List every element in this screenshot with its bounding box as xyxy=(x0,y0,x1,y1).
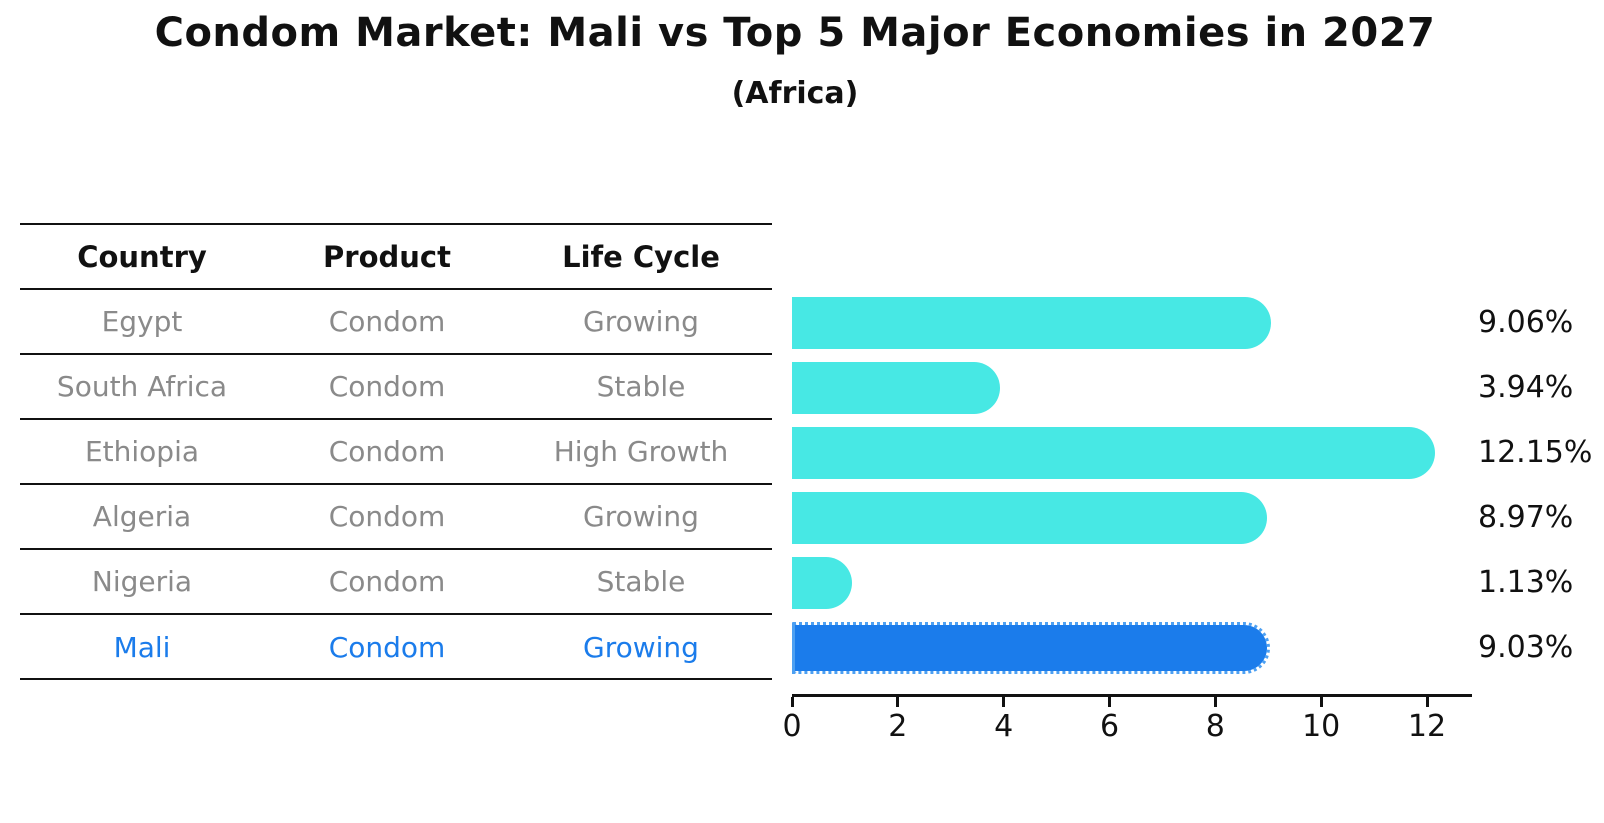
bar-south-africa xyxy=(792,361,1001,414)
bar-algeria xyxy=(792,491,1267,544)
x-tick-8: 8 xyxy=(1206,697,1234,744)
tick-mark xyxy=(896,697,900,707)
country-cell: Nigeria xyxy=(91,565,193,598)
tick-label: 8 xyxy=(1205,709,1225,744)
table-row-mali: Mali Condom Growing xyxy=(20,615,772,680)
tick-mark xyxy=(1213,697,1217,707)
tick-mark xyxy=(1425,697,1429,707)
x-tick-2: 2 xyxy=(888,697,917,744)
x-tick-0: 0 xyxy=(782,697,811,744)
table-header-row: Country Product Life Cycle xyxy=(20,225,772,290)
life-cycle-cell: Stable xyxy=(596,565,686,598)
value-labels: 9.06% 3.94% 12.15% 8.97% 1.13% 9.03% xyxy=(1478,290,1604,680)
value-label-algeria: 8.97% xyxy=(1478,500,1574,535)
table-row-algeria: Algeria Condom Growing xyxy=(20,485,772,550)
bar-mali-highlighted xyxy=(792,621,1270,674)
product-cell: Condom xyxy=(328,500,446,533)
product-cell: Condom xyxy=(328,370,446,403)
data-table: Country Product Life Cycle Egypt Condom … xyxy=(20,223,772,680)
page-title: Condom Market: Mali vs Top 5 Major Econo… xyxy=(154,10,1436,56)
bar-nigeria xyxy=(792,556,852,609)
bar-row-ethiopia xyxy=(792,420,1472,485)
x-tick-4: 4 xyxy=(994,697,1023,744)
header-cell-product: Product xyxy=(323,239,451,274)
tick-mark xyxy=(790,697,794,707)
bar-egypt xyxy=(792,296,1272,349)
value-label-ethiopia: 12.15% xyxy=(1478,435,1593,470)
x-tick-6: 6 xyxy=(1100,697,1129,744)
value-label-nigeria: 1.13% xyxy=(1478,565,1574,600)
tick-mark xyxy=(1319,697,1323,707)
country-cell: Mali xyxy=(113,631,171,664)
tick-label: 2 xyxy=(888,709,908,744)
bar-chart xyxy=(792,290,1472,680)
country-cell: Egypt xyxy=(101,305,183,338)
bar-row-algeria xyxy=(792,485,1472,550)
value-label-south-africa: 3.94% xyxy=(1478,370,1574,405)
x-tick-10: 10 xyxy=(1302,697,1359,744)
value-label-mali: 9.03% xyxy=(1478,630,1574,665)
bar-row-south-africa xyxy=(792,355,1472,420)
table-row-nigeria: Nigeria Condom Stable xyxy=(20,550,772,615)
life-cycle-cell: Growing xyxy=(583,305,699,338)
bar-ethiopia xyxy=(792,426,1435,479)
tick-label: 4 xyxy=(994,709,1014,744)
tick-label: 12 xyxy=(1407,709,1447,744)
product-cell: Condom xyxy=(328,305,446,338)
tick-mark xyxy=(1002,697,1006,707)
country-cell: Algeria xyxy=(92,500,192,533)
x-tick-12: 12 xyxy=(1408,697,1465,744)
bar-row-mali xyxy=(792,615,1472,680)
product-cell: Condom xyxy=(328,435,446,468)
value-label-egypt: 9.06% xyxy=(1478,305,1574,340)
life-cycle-cell: Stable xyxy=(596,370,686,403)
country-cell: Ethiopia xyxy=(84,435,200,468)
tick-label: 0 xyxy=(782,709,802,744)
header-cell-life-cycle: Life Cycle xyxy=(562,239,720,274)
life-cycle-cell: Growing xyxy=(583,631,699,664)
header-cell-country: Country xyxy=(77,239,207,274)
product-cell: Condom xyxy=(328,565,446,598)
product-cell: Condom xyxy=(328,631,446,664)
table-row-egypt: Egypt Condom Growing xyxy=(20,290,772,355)
bar-row-egypt xyxy=(792,290,1472,355)
x-axis-ticks: 0 2 4 6 8 10 12 xyxy=(782,697,1472,757)
life-cycle-cell: Growing xyxy=(583,500,699,533)
life-cycle-cell: High Growth xyxy=(553,435,729,468)
x-axis-line xyxy=(792,694,1472,697)
bar-row-nigeria xyxy=(792,550,1472,615)
tick-label: 6 xyxy=(1099,709,1120,744)
table-row-ethiopia: Ethiopia Condom High Growth xyxy=(20,420,772,485)
tick-mark xyxy=(1108,697,1111,707)
table-row-south-africa: South Africa Condom Stable xyxy=(20,355,772,420)
country-cell: South Africa xyxy=(56,370,228,403)
page-subtitle: (Africa) xyxy=(731,76,859,111)
tick-label: 10 xyxy=(1302,709,1341,744)
